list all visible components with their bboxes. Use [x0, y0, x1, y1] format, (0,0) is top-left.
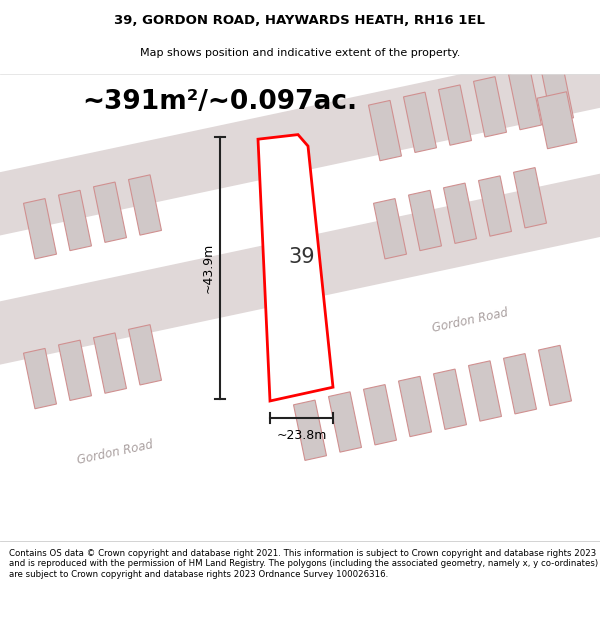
Polygon shape	[59, 191, 91, 251]
Polygon shape	[258, 134, 333, 401]
Polygon shape	[503, 354, 536, 414]
Text: Gordon Road: Gordon Road	[431, 306, 509, 335]
Polygon shape	[443, 183, 476, 243]
Polygon shape	[94, 333, 127, 393]
Text: ~23.8m: ~23.8m	[277, 429, 326, 441]
Polygon shape	[128, 175, 161, 235]
Text: 39: 39	[288, 247, 315, 267]
Polygon shape	[128, 324, 161, 385]
Polygon shape	[404, 92, 436, 152]
Polygon shape	[293, 400, 326, 461]
Polygon shape	[374, 199, 406, 259]
Polygon shape	[409, 191, 442, 251]
Polygon shape	[59, 340, 91, 401]
Polygon shape	[473, 77, 506, 137]
Polygon shape	[539, 346, 571, 406]
Polygon shape	[368, 101, 401, 161]
Polygon shape	[364, 384, 397, 445]
Text: ~43.9m: ~43.9m	[202, 242, 215, 293]
Polygon shape	[94, 182, 127, 243]
Polygon shape	[0, 171, 600, 368]
Text: ~391m²/~0.097ac.: ~391m²/~0.097ac.	[82, 89, 358, 116]
Polygon shape	[537, 92, 577, 149]
Polygon shape	[541, 62, 574, 122]
Polygon shape	[514, 168, 547, 228]
Polygon shape	[398, 376, 431, 437]
Polygon shape	[479, 176, 511, 236]
Text: Gordon Road: Gordon Road	[76, 438, 154, 467]
Polygon shape	[434, 369, 466, 429]
Polygon shape	[439, 85, 472, 145]
Polygon shape	[23, 199, 56, 259]
Polygon shape	[469, 361, 502, 421]
Text: Map shows position and indicative extent of the property.: Map shows position and indicative extent…	[140, 48, 460, 58]
Polygon shape	[329, 392, 361, 452]
Text: 39, GORDON ROAD, HAYWARDS HEATH, RH16 1EL: 39, GORDON ROAD, HAYWARDS HEATH, RH16 1E…	[115, 14, 485, 27]
Polygon shape	[0, 41, 600, 239]
Polygon shape	[509, 69, 541, 130]
Text: Contains OS data © Crown copyright and database right 2021. This information is : Contains OS data © Crown copyright and d…	[9, 549, 598, 579]
Polygon shape	[23, 348, 56, 409]
